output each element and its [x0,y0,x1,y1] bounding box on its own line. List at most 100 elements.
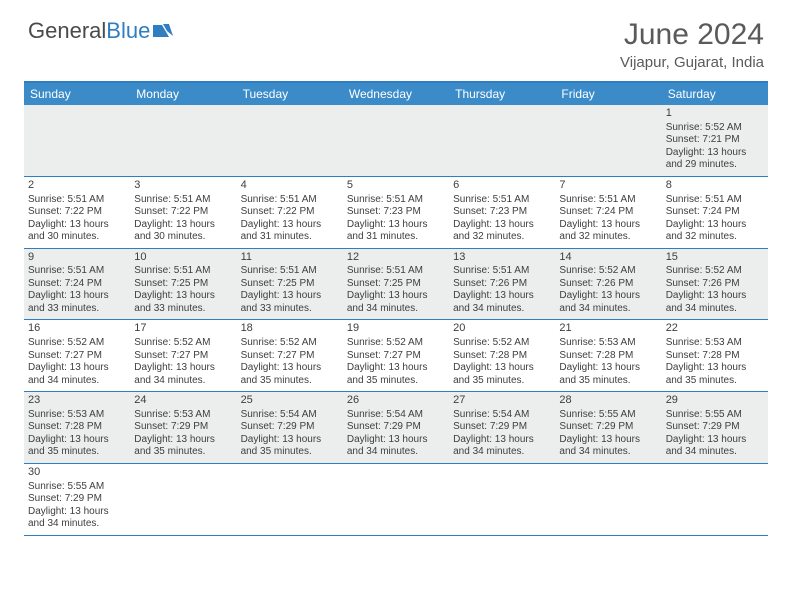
flag-icon [153,18,175,44]
weeks-container: 1Sunrise: 5:52 AMSunset: 7:21 PMDaylight… [24,105,768,536]
sunset-line: Sunset: 7:22 PM [134,206,232,219]
day-cell: 26Sunrise: 5:54 AMSunset: 7:29 PMDayligh… [343,392,449,463]
day-number: 14 [559,251,657,266]
day-number: 24 [134,394,232,409]
week-row: 2Sunrise: 5:51 AMSunset: 7:22 PMDaylight… [24,177,768,249]
daylight-line: Daylight: 13 hours and 35 minutes. [453,362,551,387]
sunrise-line: Sunrise: 5:51 AM [347,265,445,278]
day-number: 22 [666,322,764,337]
day-number: 3 [134,179,232,194]
sunset-line: Sunset: 7:28 PM [453,350,551,363]
sunrise-line: Sunrise: 5:52 AM [453,337,551,350]
sunrise-line: Sunrise: 5:52 AM [28,337,126,350]
day-number: 17 [134,322,232,337]
sunrise-line: Sunrise: 5:51 AM [134,265,232,278]
sunrise-line: Sunrise: 5:55 AM [28,481,126,494]
sunset-line: Sunset: 7:23 PM [453,206,551,219]
day-number: 11 [241,251,339,266]
day-cell: 2Sunrise: 5:51 AMSunset: 7:22 PMDaylight… [24,177,130,248]
day-number: 6 [453,179,551,194]
empty-cell [130,464,236,535]
sunrise-line: Sunrise: 5:52 AM [347,337,445,350]
day-cell: 1Sunrise: 5:52 AMSunset: 7:21 PMDaylight… [662,105,768,176]
day-number: 1 [666,107,764,122]
location: Vijapur, Gujarat, India [620,54,764,71]
title-block: June 2024 Vijapur, Gujarat, India [620,18,764,71]
sunset-line: Sunset: 7:29 PM [347,421,445,434]
sunrise-line: Sunrise: 5:51 AM [453,194,551,207]
daylight-line: Daylight: 13 hours and 35 minutes. [28,434,126,459]
day-cell: 22Sunrise: 5:53 AMSunset: 7:28 PMDayligh… [662,320,768,391]
daylight-line: Daylight: 13 hours and 35 minutes. [559,362,657,387]
sunrise-line: Sunrise: 5:52 AM [241,337,339,350]
sunrise-line: Sunrise: 5:51 AM [241,194,339,207]
day-number: 18 [241,322,339,337]
day-cell: 13Sunrise: 5:51 AMSunset: 7:26 PMDayligh… [449,249,555,320]
sunset-line: Sunset: 7:28 PM [559,350,657,363]
sunrise-line: Sunrise: 5:55 AM [559,409,657,422]
sunset-line: Sunset: 7:24 PM [28,278,126,291]
sunset-line: Sunset: 7:27 PM [134,350,232,363]
weekday-header: Thursday [449,83,555,105]
daylight-line: Daylight: 13 hours and 35 minutes. [241,362,339,387]
sunset-line: Sunset: 7:27 PM [241,350,339,363]
day-number: 8 [666,179,764,194]
sunset-line: Sunset: 7:25 PM [241,278,339,291]
day-cell: 7Sunrise: 5:51 AMSunset: 7:24 PMDaylight… [555,177,661,248]
daylight-line: Daylight: 13 hours and 34 minutes. [453,290,551,315]
weekday-header: Wednesday [343,83,449,105]
sunrise-line: Sunrise: 5:53 AM [666,337,764,350]
header: GeneralBlue June 2024 Vijapur, Gujarat, … [0,0,792,75]
day-cell: 15Sunrise: 5:52 AMSunset: 7:26 PMDayligh… [662,249,768,320]
day-cell: 8Sunrise: 5:51 AMSunset: 7:24 PMDaylight… [662,177,768,248]
empty-cell [130,105,236,176]
daylight-line: Daylight: 13 hours and 34 minutes. [28,506,126,531]
empty-cell [555,464,661,535]
empty-cell [343,464,449,535]
daylight-line: Daylight: 13 hours and 35 minutes. [241,434,339,459]
daylight-line: Daylight: 13 hours and 34 minutes. [347,290,445,315]
sunset-line: Sunset: 7:29 PM [241,421,339,434]
daylight-line: Daylight: 13 hours and 33 minutes. [134,290,232,315]
day-number: 30 [28,466,126,481]
day-cell: 12Sunrise: 5:51 AMSunset: 7:25 PMDayligh… [343,249,449,320]
sunrise-line: Sunrise: 5:51 AM [134,194,232,207]
day-number: 4 [241,179,339,194]
month-title: June 2024 [620,18,764,52]
sunset-line: Sunset: 7:21 PM [666,134,764,147]
sunset-line: Sunset: 7:25 PM [347,278,445,291]
empty-cell [237,464,343,535]
day-cell: 20Sunrise: 5:52 AMSunset: 7:28 PMDayligh… [449,320,555,391]
sunset-line: Sunset: 7:27 PM [28,350,126,363]
sunrise-line: Sunrise: 5:52 AM [666,122,764,135]
daylight-line: Daylight: 13 hours and 32 minutes. [666,219,764,244]
day-number: 13 [453,251,551,266]
week-row: 30Sunrise: 5:55 AMSunset: 7:29 PMDayligh… [24,464,768,536]
day-number: 27 [453,394,551,409]
day-cell: 14Sunrise: 5:52 AMSunset: 7:26 PMDayligh… [555,249,661,320]
sunrise-line: Sunrise: 5:51 AM [347,194,445,207]
daylight-line: Daylight: 13 hours and 30 minutes. [134,219,232,244]
day-cell: 3Sunrise: 5:51 AMSunset: 7:22 PMDaylight… [130,177,236,248]
day-number: 2 [28,179,126,194]
daylight-line: Daylight: 13 hours and 33 minutes. [28,290,126,315]
day-cell: 29Sunrise: 5:55 AMSunset: 7:29 PMDayligh… [662,392,768,463]
day-cell: 21Sunrise: 5:53 AMSunset: 7:28 PMDayligh… [555,320,661,391]
day-cell: 5Sunrise: 5:51 AMSunset: 7:23 PMDaylight… [343,177,449,248]
sunrise-line: Sunrise: 5:51 AM [28,194,126,207]
sunrise-line: Sunrise: 5:54 AM [347,409,445,422]
daylight-line: Daylight: 13 hours and 34 minutes. [666,434,764,459]
empty-cell [449,105,555,176]
day-cell: 16Sunrise: 5:52 AMSunset: 7:27 PMDayligh… [24,320,130,391]
sunset-line: Sunset: 7:23 PM [347,206,445,219]
day-cell: 9Sunrise: 5:51 AMSunset: 7:24 PMDaylight… [24,249,130,320]
day-cell: 6Sunrise: 5:51 AMSunset: 7:23 PMDaylight… [449,177,555,248]
sunrise-line: Sunrise: 5:51 AM [559,194,657,207]
empty-cell [662,464,768,535]
sunrise-line: Sunrise: 5:53 AM [134,409,232,422]
daylight-line: Daylight: 13 hours and 34 minutes. [134,362,232,387]
sunrise-line: Sunrise: 5:51 AM [241,265,339,278]
sunrise-line: Sunrise: 5:51 AM [28,265,126,278]
day-cell: 23Sunrise: 5:53 AMSunset: 7:28 PMDayligh… [24,392,130,463]
sunset-line: Sunset: 7:26 PM [453,278,551,291]
